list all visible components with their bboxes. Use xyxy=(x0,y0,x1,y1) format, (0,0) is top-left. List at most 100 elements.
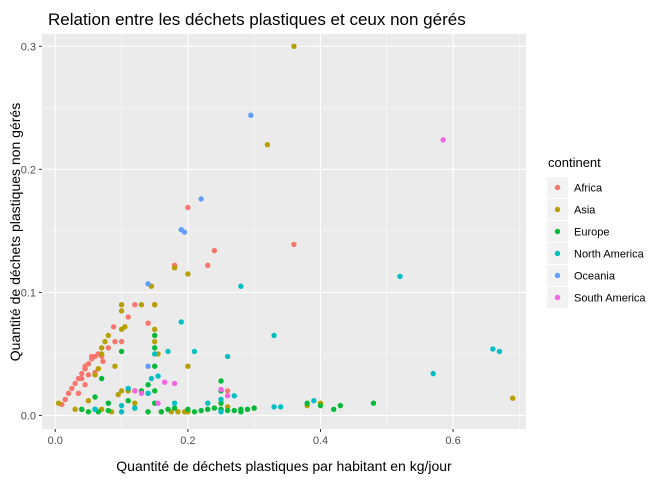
point-south-america xyxy=(132,388,138,394)
legend-swatch xyxy=(554,228,561,235)
point-europe xyxy=(370,400,377,406)
point-africa xyxy=(211,247,218,254)
point-asia xyxy=(98,345,105,351)
point-europe xyxy=(98,375,105,382)
point-north-america xyxy=(205,400,211,406)
point-europe xyxy=(304,400,310,406)
point-asia xyxy=(185,363,191,369)
point-asia xyxy=(510,395,516,401)
point-north-america xyxy=(148,375,155,382)
point-north-america xyxy=(155,373,161,379)
point-asia xyxy=(132,400,138,406)
point-europe xyxy=(185,406,191,413)
point-africa xyxy=(82,363,88,369)
point-africa xyxy=(145,320,151,326)
data-points xyxy=(55,43,516,415)
point-europe xyxy=(152,388,158,394)
x-tick-label: 0.4 xyxy=(313,435,328,447)
point-europe xyxy=(152,345,158,351)
point-asia xyxy=(175,409,181,415)
legend: continent Africa Asia Europe North America O… xyxy=(547,155,646,308)
point-north-america xyxy=(277,404,284,410)
point-north-america xyxy=(132,405,138,411)
x-tick-label: 0.2 xyxy=(180,435,195,447)
point-asia xyxy=(171,265,178,271)
point-north-america xyxy=(311,397,317,404)
point-oceania xyxy=(145,281,151,287)
point-north-america xyxy=(178,319,184,325)
point-europe xyxy=(317,402,324,409)
point-north-america xyxy=(271,332,277,339)
legend-swatch xyxy=(554,206,561,213)
y-tick-label: 0.1 xyxy=(21,287,36,299)
point-north-america xyxy=(118,409,125,415)
point-africa xyxy=(224,388,231,394)
point-south-america xyxy=(224,393,231,399)
y-axis-title: Quantité de déchets plastiques non gérés xyxy=(7,103,23,361)
point-africa xyxy=(82,382,88,388)
y-tick-label: 0.0 xyxy=(21,410,36,422)
legend-swatch xyxy=(554,294,561,301)
point-europe xyxy=(171,405,178,411)
legend-label: Oceania xyxy=(574,271,616,283)
point-europe xyxy=(205,406,211,413)
point-asia xyxy=(112,363,118,369)
point-africa xyxy=(132,302,138,308)
point-asia xyxy=(152,302,158,308)
legend-label: Europe xyxy=(574,227,609,239)
point-asia xyxy=(102,338,108,345)
point-north-america xyxy=(224,353,231,360)
point-africa xyxy=(75,390,82,397)
point-asia xyxy=(138,302,145,308)
y-tick-label: 0.2 xyxy=(21,164,36,176)
point-south-america xyxy=(218,386,224,393)
point-asia xyxy=(95,366,102,372)
point-africa xyxy=(105,345,112,351)
point-europe xyxy=(105,407,112,414)
point-north-america xyxy=(165,348,171,355)
point-africa xyxy=(72,380,78,387)
point-oceania xyxy=(198,196,204,202)
point-south-america xyxy=(155,400,161,406)
point-europe xyxy=(85,409,92,415)
point-asia xyxy=(122,324,128,330)
point-asia xyxy=(152,326,158,333)
point-europe xyxy=(118,348,125,355)
plot-panel xyxy=(42,34,526,429)
point-africa xyxy=(79,375,85,382)
point-africa xyxy=(65,390,72,397)
point-europe xyxy=(145,409,151,415)
point-africa xyxy=(291,241,297,248)
point-north-america xyxy=(496,348,503,355)
major-gridlines xyxy=(42,34,526,429)
point-north-america xyxy=(397,273,403,280)
point-europe xyxy=(218,378,224,384)
legend-swatch xyxy=(554,272,561,279)
point-asia xyxy=(118,302,125,308)
x-tick-label: 0.6 xyxy=(445,435,460,447)
point-south-america xyxy=(138,390,145,397)
x-tick-label: 0.0 xyxy=(48,435,63,447)
legend-label: South America xyxy=(574,293,646,305)
point-africa xyxy=(205,262,211,269)
point-asia xyxy=(185,271,191,277)
y-axis-ticks: 0.0 0.1 0.2 0.3 xyxy=(21,41,42,422)
point-south-america xyxy=(440,137,446,143)
point-europe xyxy=(152,363,158,369)
point-north-america xyxy=(430,370,436,377)
point-north-america xyxy=(125,385,131,392)
legend-label: Asia xyxy=(574,205,596,217)
point-africa xyxy=(100,358,106,365)
point-africa xyxy=(62,396,68,403)
point-europe xyxy=(79,406,85,413)
point-south-america xyxy=(161,379,168,385)
point-africa xyxy=(125,314,131,320)
point-north-america xyxy=(191,348,198,355)
point-asia xyxy=(72,406,78,413)
point-asia xyxy=(224,404,231,410)
point-asia xyxy=(152,338,158,345)
point-north-america xyxy=(218,409,224,415)
point-north-america xyxy=(92,406,98,413)
legend-swatch xyxy=(554,250,561,257)
y-tick-label: 0.3 xyxy=(21,41,36,53)
